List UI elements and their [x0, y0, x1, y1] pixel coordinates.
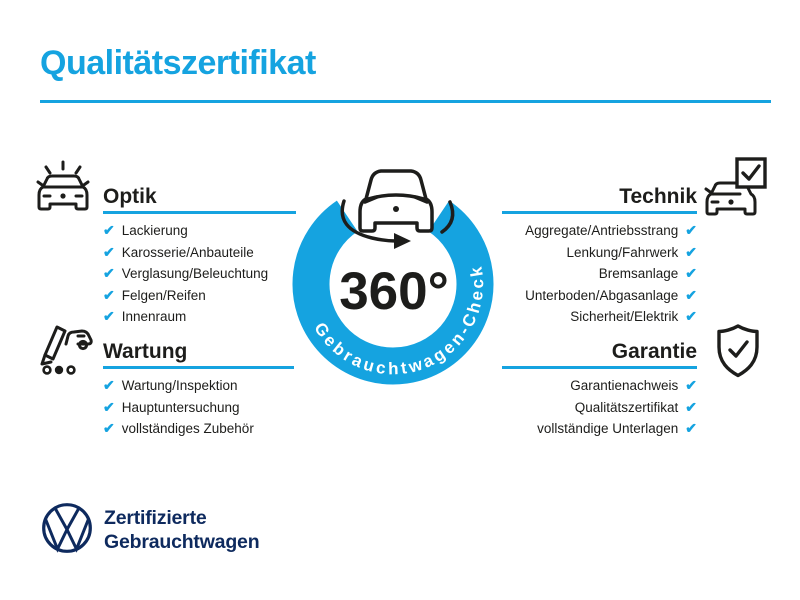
service-checklist-icon [40, 325, 93, 375]
section-title-optik: Optik [103, 185, 157, 208]
item-label: vollständiges Zubehör [121, 421, 254, 436]
item-label: Verglasung/Beleuchtung [121, 266, 269, 281]
item-label: Aggregate/Antriebsstrang [525, 223, 679, 238]
section-title-wartung: Wartung [103, 340, 188, 363]
item-label: Hauptuntersuchung [121, 399, 240, 415]
title-divider [40, 100, 771, 103]
brand-line-2: Gebrauchtwagen [104, 530, 260, 553]
check-icon: ✔ [685, 420, 697, 436]
item-label: Lackierung [121, 223, 188, 238]
check-icon: ✔ [103, 286, 115, 303]
item-label: vollständige Unterlagen [537, 421, 679, 436]
check-icon: ✔ [103, 265, 115, 281]
vw-logo [42, 503, 92, 553]
list-item: ✔ vollständiges Zubehör [103, 418, 254, 440]
item-label: Garantienachweis [570, 378, 679, 393]
check-icon: ✔ [685, 265, 697, 281]
check-icon: ✔ [103, 398, 115, 415]
item-label: Wartung/Inspektion [121, 378, 238, 393]
check-icon: ✔ [685, 308, 697, 324]
360-check-ring: Gebrauchtwagen-Check 360° [292, 169, 494, 385]
list-item: ✔ Hauptuntersuchung [103, 397, 254, 419]
page-title: Qualitätszertifikat [40, 44, 316, 82]
list-item: ✔ Felgen/Reifen [103, 285, 268, 307]
check-icon: ✔ [685, 222, 697, 238]
list-item: ✔ Wartung/Inspektion [103, 375, 254, 397]
brand-line-1: Zertifizierte [104, 507, 207, 529]
list-item: Sicherheit/Elektrik ✔ [525, 306, 697, 328]
list-item: vollständige Unterlagen ✔ [537, 418, 697, 440]
section-divider-technik [502, 211, 697, 214]
list-item: ✔ Karosserie/Anbauteile [103, 242, 268, 264]
check-icon: ✔ [685, 286, 697, 303]
list-item: Aggregate/Antriebsstrang ✔ [525, 220, 697, 242]
garantie-checklist: Garantienachweis ✔ Qualitätszertifikat ✔ v… [537, 375, 697, 440]
check-icon: ✔ [103, 420, 115, 436]
rotation-arrowhead [394, 233, 411, 249]
wartung-checklist: ✔ Wartung/Inspektion ✔ Hauptuntersuchung ✔… [103, 375, 254, 440]
section-divider-garantie [502, 366, 697, 369]
sparkling-car-icon [36, 160, 90, 211]
item-label: Karosserie/Anbauteile [121, 244, 254, 260]
optik-checklist: ✔ Lackierung ✔ Karosserie/Anbauteile ✔ Verg… [103, 220, 268, 328]
brand-text: Zertifizierte Gebrauchtwagen [104, 507, 260, 554]
check-icon: ✔ [103, 243, 115, 260]
section-title-technik: Technik [619, 185, 697, 208]
section-divider-optik [103, 211, 296, 214]
check-icon: ✔ [685, 243, 697, 260]
item-label: Lenkung/Fahrwerk [566, 244, 679, 260]
list-item: Lenkung/Fahrwerk ✔ [525, 242, 697, 264]
item-label: Qualitätszertifikat [574, 399, 679, 415]
check-icon: ✔ [685, 398, 697, 415]
list-item: ✔ Verglasung/Beleuchtung [103, 263, 268, 285]
technik-checklist: Aggregate/Antriebsstrang ✔ Lenkung/Fahrwe… [525, 220, 697, 328]
check-icon: ✔ [103, 377, 115, 393]
list-item: ✔ Innenraum [103, 306, 268, 328]
section-divider-wartung [103, 366, 294, 369]
check-icon: ✔ [685, 377, 697, 393]
list-item: Qualitätszertifikat ✔ [537, 397, 697, 419]
car-checkbox-icon [704, 157, 767, 216]
rotating-car-icon [340, 169, 455, 243]
item-label: Sicherheit/Elektrik [570, 309, 679, 324]
item-label: Innenraum [121, 309, 187, 324]
item-label: Unterboden/Abgasanlage [525, 287, 679, 303]
degree-label: 360° [339, 262, 449, 321]
list-item: Bremsanlage ✔ [525, 263, 697, 285]
item-label: Felgen/Reifen [121, 287, 206, 303]
list-item: Unterboden/Abgasanlage ✔ [525, 285, 697, 307]
section-title-garantie: Garantie [611, 340, 697, 363]
check-icon: ✔ [103, 222, 115, 238]
item-label: Bremsanlage [598, 266, 679, 281]
list-item: Garantienachweis ✔ [537, 375, 697, 397]
list-item: ✔ Lackierung [103, 220, 268, 242]
shield-check-icon [717, 324, 759, 378]
check-icon: ✔ [103, 308, 115, 324]
ring-arc [292, 200, 494, 385]
